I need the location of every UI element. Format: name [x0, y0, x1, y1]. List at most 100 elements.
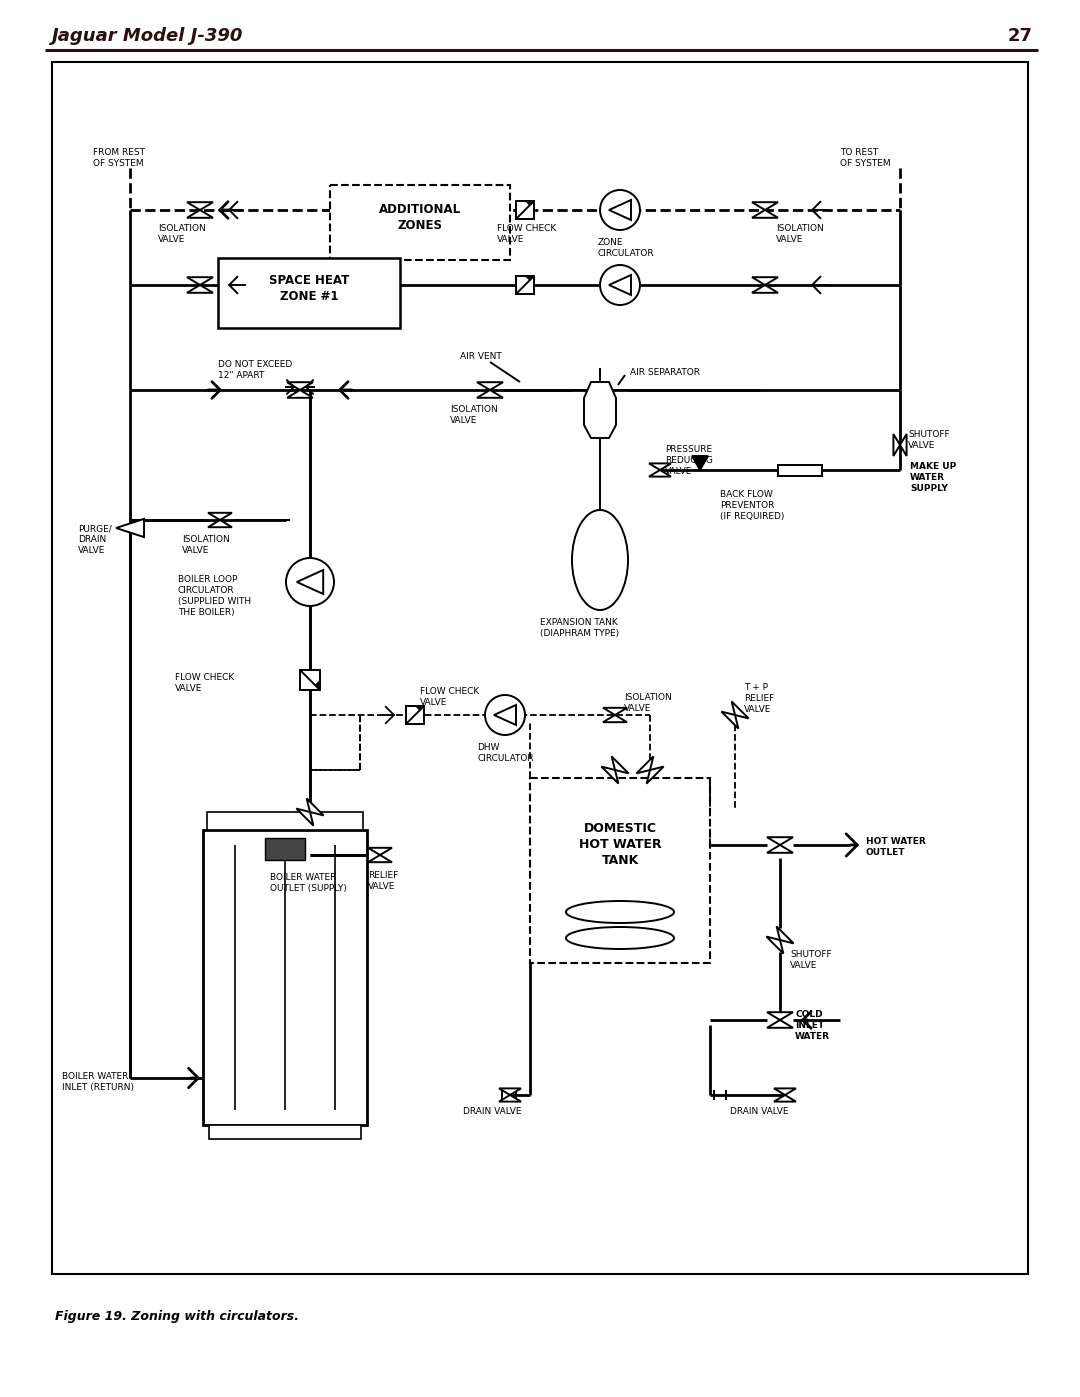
Text: HOT WATER
OUTLET: HOT WATER OUTLET — [866, 837, 926, 858]
Text: Jaguar Model J-390: Jaguar Model J-390 — [52, 27, 243, 45]
Polygon shape — [516, 277, 534, 293]
Polygon shape — [611, 756, 629, 774]
Text: BOILER LOOP
CIRCULATOR
(SUPPLIED WITH
THE BOILER): BOILER LOOP CIRCULATOR (SUPPLIED WITH TH… — [178, 576, 252, 617]
Text: BOILER WATER
INLET (RETURN): BOILER WATER INLET (RETURN) — [62, 1071, 134, 1092]
Polygon shape — [297, 570, 323, 594]
Polygon shape — [406, 705, 424, 725]
Polygon shape — [636, 756, 653, 774]
Bar — [52, 61, 1028, 1274]
Polygon shape — [516, 201, 534, 218]
Text: ISOLATION
VALVE: ISOLATION VALVE — [450, 405, 498, 425]
Circle shape — [485, 694, 525, 735]
Polygon shape — [752, 277, 778, 285]
Text: BOILER WATER
OUTLET (SUPPLY): BOILER WATER OUTLET (SUPPLY) — [270, 873, 347, 893]
Bar — [330, 184, 510, 260]
Polygon shape — [307, 799, 324, 816]
Text: TO REST
OF SYSTEM: TO REST OF SYSTEM — [840, 148, 891, 168]
Polygon shape — [767, 845, 793, 852]
Text: DRAIN VALVE: DRAIN VALVE — [730, 1106, 788, 1116]
Polygon shape — [609, 200, 631, 219]
Polygon shape — [752, 285, 778, 293]
Polygon shape — [406, 707, 423, 724]
Text: ISOLATION
VALVE: ISOLATION VALVE — [158, 224, 206, 244]
Text: FLOW CHECK
VALVE: FLOW CHECK VALVE — [420, 687, 480, 707]
Text: DO NOT EXCEED
12" APART: DO NOT EXCEED 12" APART — [218, 360, 293, 380]
Text: AIR VENT: AIR VENT — [460, 352, 502, 360]
Polygon shape — [315, 680, 320, 689]
Polygon shape — [774, 1095, 796, 1102]
Polygon shape — [526, 201, 534, 205]
Polygon shape — [187, 210, 213, 218]
Bar — [530, 778, 710, 963]
Text: ISOLATION
VALVE: ISOLATION VALVE — [777, 224, 824, 244]
Text: SHUTOFF
VALVE: SHUTOFF VALVE — [789, 950, 832, 970]
Polygon shape — [777, 926, 794, 943]
Text: ZONE
CIRCULATOR: ZONE CIRCULATOR — [598, 237, 654, 258]
Polygon shape — [477, 390, 503, 398]
Polygon shape — [649, 469, 671, 476]
Polygon shape — [774, 1088, 796, 1095]
Polygon shape — [767, 1013, 793, 1020]
Text: BACK FLOW
PREVENTOR
(IF REQUIRED): BACK FLOW PREVENTOR (IF REQUIRED) — [720, 490, 784, 521]
Polygon shape — [767, 936, 783, 954]
Text: EXPANSION TANK
(DIAPHRAM TYPE): EXPANSION TANK (DIAPHRAM TYPE) — [540, 617, 619, 638]
Polygon shape — [368, 855, 392, 862]
Ellipse shape — [572, 510, 627, 610]
Polygon shape — [208, 520, 232, 527]
Text: PRESSURE
REDUCING
VALVE: PRESSURE REDUCING VALVE — [665, 446, 713, 476]
Polygon shape — [752, 203, 778, 210]
Bar — [207, 812, 363, 830]
Text: PURGE/
DRAIN
VALVE: PURGE/ DRAIN VALVE — [78, 524, 111, 555]
Polygon shape — [692, 455, 708, 469]
Polygon shape — [187, 285, 213, 293]
Text: FLOW CHECK
VALVE: FLOW CHECK VALVE — [175, 673, 234, 693]
Polygon shape — [515, 275, 535, 295]
Text: FROM REST
OF SYSTEM: FROM REST OF SYSTEM — [93, 148, 145, 168]
Text: MAKE UP
WATER
SUPPLY: MAKE UP WATER SUPPLY — [910, 462, 956, 493]
Polygon shape — [647, 767, 663, 784]
Polygon shape — [477, 383, 503, 390]
Text: SPACE HEAT
ZONE #1: SPACE HEAT ZONE #1 — [269, 274, 349, 303]
Circle shape — [286, 557, 334, 606]
Polygon shape — [893, 434, 900, 455]
Polygon shape — [287, 390, 313, 398]
Polygon shape — [300, 669, 320, 690]
Polygon shape — [731, 701, 748, 718]
Polygon shape — [296, 809, 313, 826]
Polygon shape — [494, 705, 516, 725]
Polygon shape — [602, 767, 619, 784]
Text: ADDITIONAL
ZONES: ADDITIONAL ZONES — [379, 203, 461, 232]
Polygon shape — [187, 277, 213, 285]
Text: Figure 19. Zoning with circulators.: Figure 19. Zoning with circulators. — [55, 1310, 299, 1323]
Polygon shape — [208, 513, 232, 520]
Polygon shape — [187, 203, 213, 210]
Bar — [265, 838, 305, 861]
Polygon shape — [584, 381, 616, 439]
Polygon shape — [767, 837, 793, 845]
Text: RELIEF
VALVE: RELIEF VALVE — [368, 870, 399, 891]
Polygon shape — [499, 1088, 521, 1095]
Polygon shape — [649, 464, 671, 469]
Polygon shape — [721, 711, 739, 729]
Text: AIR SEPARATOR: AIR SEPARATOR — [630, 367, 700, 377]
Polygon shape — [526, 277, 534, 281]
Polygon shape — [499, 1095, 521, 1102]
Bar — [203, 830, 367, 1125]
Text: 27: 27 — [1008, 27, 1032, 45]
Polygon shape — [752, 210, 778, 218]
Polygon shape — [603, 708, 627, 715]
Polygon shape — [301, 671, 320, 689]
Polygon shape — [900, 434, 906, 455]
Bar — [218, 258, 400, 328]
Text: COLD
INLET
WATER: COLD INLET WATER — [795, 1010, 831, 1041]
Polygon shape — [603, 715, 627, 722]
Polygon shape — [767, 1020, 793, 1028]
Circle shape — [600, 190, 640, 231]
Bar — [210, 1125, 361, 1139]
Polygon shape — [287, 383, 313, 390]
Bar — [778, 464, 822, 475]
Polygon shape — [116, 518, 144, 536]
Polygon shape — [515, 201, 535, 219]
Text: DOMESTIC
HOT WATER
TANK: DOMESTIC HOT WATER TANK — [579, 823, 661, 868]
Text: DHW
CIRCULATOR: DHW CIRCULATOR — [477, 743, 534, 763]
